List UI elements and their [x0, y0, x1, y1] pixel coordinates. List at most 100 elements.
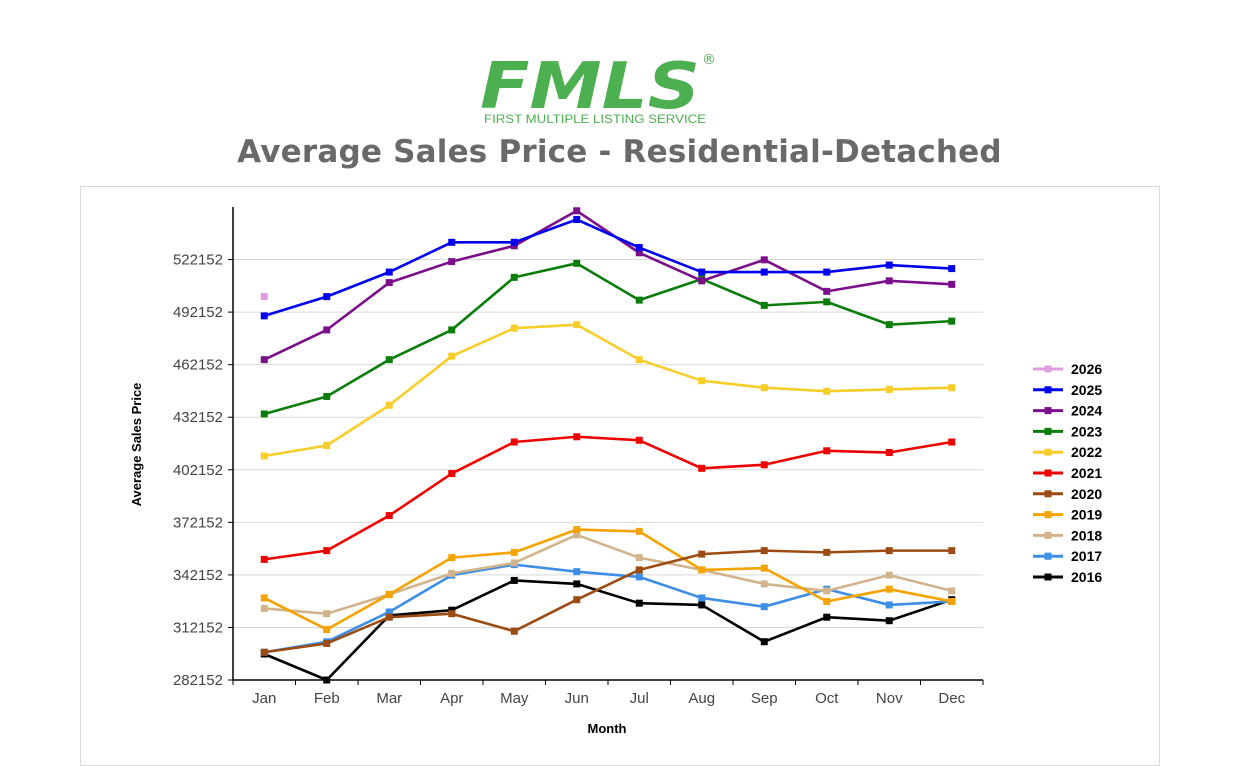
data-point-2024[interactable]	[260, 356, 268, 364]
data-point-2022[interactable]	[510, 324, 518, 332]
data-point-2025[interactable]	[573, 216, 581, 224]
data-point-2025[interactable]	[885, 261, 893, 269]
data-point-2016[interactable]	[323, 676, 331, 684]
data-point-2020[interactable]	[573, 596, 581, 604]
data-point-2025[interactable]	[760, 268, 768, 276]
data-point-2021[interactable]	[635, 436, 643, 444]
data-point-2018[interactable]	[635, 554, 643, 562]
data-point-2020[interactable]	[760, 547, 768, 555]
data-point-2017[interactable]	[635, 573, 643, 581]
data-point-2017[interactable]	[885, 601, 893, 609]
data-point-2019[interactable]	[885, 585, 893, 593]
data-point-2021[interactable]	[260, 555, 268, 563]
data-point-2022[interactable]	[635, 356, 643, 364]
data-point-2023[interactable]	[885, 321, 893, 329]
data-point-2023[interactable]	[760, 301, 768, 309]
data-point-2020[interactable]	[323, 639, 331, 647]
data-point-2021[interactable]	[510, 438, 518, 446]
legend-item-2018[interactable]: 2018	[1071, 527, 1102, 543]
data-point-2017[interactable]	[698, 594, 706, 602]
legend-item-2019[interactable]: 2019	[1071, 507, 1102, 523]
data-point-2022[interactable]	[698, 377, 706, 385]
data-point-2018[interactable]	[510, 559, 518, 567]
data-point-2025[interactable]	[635, 244, 643, 252]
data-point-2019[interactable]	[385, 590, 393, 598]
data-point-2019[interactable]	[448, 554, 456, 562]
data-point-2022[interactable]	[260, 452, 268, 460]
data-point-2023[interactable]	[948, 317, 956, 325]
data-point-2025[interactable]	[698, 268, 706, 276]
data-point-2019[interactable]	[635, 527, 643, 535]
data-point-2018[interactable]	[573, 531, 581, 539]
data-point-2019[interactable]	[698, 566, 706, 574]
data-point-2016[interactable]	[698, 601, 706, 609]
data-point-2017[interactable]	[385, 608, 393, 616]
legend-item-2026[interactable]: 2026	[1071, 361, 1102, 377]
data-point-2025[interactable]	[260, 312, 268, 320]
data-point-2023[interactable]	[573, 259, 581, 267]
data-point-2025[interactable]	[448, 238, 456, 246]
data-point-2025[interactable]	[948, 265, 956, 273]
data-point-2024[interactable]	[323, 326, 331, 334]
data-point-2020[interactable]	[635, 566, 643, 574]
data-point-2022[interactable]	[948, 384, 956, 392]
data-point-2020[interactable]	[510, 627, 518, 635]
data-point-2020[interactable]	[948, 547, 956, 555]
data-point-2024[interactable]	[448, 258, 456, 266]
data-point-2023[interactable]	[823, 298, 831, 306]
data-point-2022[interactable]	[323, 442, 331, 450]
data-point-2024[interactable]	[823, 287, 831, 295]
data-point-2021[interactable]	[448, 470, 456, 478]
data-point-2016[interactable]	[510, 576, 518, 584]
data-point-2023[interactable]	[260, 410, 268, 418]
data-point-2018[interactable]	[448, 569, 456, 577]
data-point-2021[interactable]	[948, 438, 956, 446]
data-point-2021[interactable]	[760, 461, 768, 469]
data-point-2022[interactable]	[823, 387, 831, 395]
data-point-2021[interactable]	[385, 512, 393, 520]
data-point-2022[interactable]	[573, 321, 581, 329]
data-point-2024[interactable]	[885, 277, 893, 285]
data-point-2025[interactable]	[385, 268, 393, 276]
data-point-2023[interactable]	[448, 326, 456, 334]
data-point-2016[interactable]	[573, 580, 581, 588]
data-point-2021[interactable]	[823, 447, 831, 455]
legend-item-2025[interactable]: 2025	[1071, 382, 1102, 398]
data-point-2019[interactable]	[573, 526, 581, 534]
data-point-2024[interactable]	[760, 256, 768, 264]
data-point-2018[interactable]	[323, 610, 331, 618]
legend-item-2023[interactable]: 2023	[1071, 423, 1102, 439]
data-point-2021[interactable]	[698, 464, 706, 472]
data-point-2023[interactable]	[385, 356, 393, 364]
data-point-2016[interactable]	[823, 613, 831, 621]
data-point-2016[interactable]	[760, 638, 768, 646]
data-point-2020[interactable]	[260, 648, 268, 656]
legend-item-2016[interactable]: 2016	[1071, 569, 1102, 585]
data-point-2020[interactable]	[698, 550, 706, 558]
data-point-2024[interactable]	[948, 280, 956, 288]
data-point-2018[interactable]	[948, 587, 956, 595]
data-point-2020[interactable]	[823, 548, 831, 556]
legend-item-2021[interactable]: 2021	[1071, 465, 1102, 481]
data-point-2022[interactable]	[385, 401, 393, 409]
data-point-2022[interactable]	[448, 352, 456, 360]
data-point-2026[interactable]	[260, 293, 268, 301]
legend-item-2017[interactable]: 2017	[1071, 548, 1102, 564]
data-point-2020[interactable]	[448, 610, 456, 618]
data-point-2025[interactable]	[510, 238, 518, 246]
data-point-2024[interactable]	[573, 207, 581, 215]
data-point-2019[interactable]	[760, 564, 768, 572]
data-point-2019[interactable]	[823, 597, 831, 605]
data-point-2020[interactable]	[385, 613, 393, 621]
data-point-2024[interactable]	[698, 277, 706, 285]
data-point-2022[interactable]	[760, 384, 768, 392]
data-point-2023[interactable]	[323, 392, 331, 400]
legend-item-2024[interactable]: 2024	[1071, 403, 1102, 419]
data-point-2018[interactable]	[260, 604, 268, 612]
data-point-2018[interactable]	[823, 587, 831, 595]
data-point-2019[interactable]	[948, 597, 956, 605]
data-point-2016[interactable]	[635, 599, 643, 607]
data-point-2024[interactable]	[385, 279, 393, 287]
data-point-2021[interactable]	[573, 433, 581, 441]
legend-item-2020[interactable]: 2020	[1071, 486, 1102, 502]
